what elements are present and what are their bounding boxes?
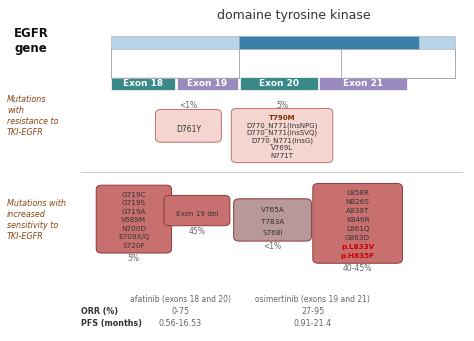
Text: 0.56-16.53: 0.56-16.53 <box>159 319 201 328</box>
Text: EGFR
gene: EGFR gene <box>14 27 49 55</box>
Text: T783A: T783A <box>261 219 284 225</box>
Bar <box>111 77 175 90</box>
Text: S720F: S720F <box>123 243 145 249</box>
Text: V689M: V689M <box>121 217 146 223</box>
Text: V769L: V769L <box>271 145 293 151</box>
Text: D770_N771(InsG): D770_N771(InsG) <box>251 137 313 144</box>
Text: G719A: G719A <box>122 209 146 215</box>
Text: <1%: <1% <box>179 101 197 110</box>
Text: G719C: G719C <box>122 192 146 198</box>
Text: A839T: A839T <box>346 208 369 214</box>
Text: T790M: T790M <box>269 115 295 120</box>
Text: 40-45%: 40-45% <box>343 264 372 273</box>
Text: K846R: K846R <box>346 217 369 223</box>
Text: Exon 21: Exon 21 <box>343 79 383 88</box>
Text: Mutations
with
resistance to
TKI-EGFR: Mutations with resistance to TKI-EGFR <box>7 95 59 137</box>
Text: Mutations with
increased
sensitivity to
TKI-EGFR: Mutations with increased sensitivity to … <box>7 199 66 241</box>
Text: 0.91-21.4: 0.91-21.4 <box>294 319 332 328</box>
Text: E709X/Q: E709X/Q <box>118 234 150 240</box>
FancyBboxPatch shape <box>155 109 221 142</box>
Bar <box>240 77 318 90</box>
Bar <box>111 36 239 49</box>
Text: N771T: N771T <box>271 153 293 159</box>
Bar <box>419 36 455 49</box>
Text: D761Y: D761Y <box>176 125 201 134</box>
Text: Exon 19 del: Exon 19 del <box>176 211 218 217</box>
FancyBboxPatch shape <box>234 199 311 241</box>
FancyBboxPatch shape <box>313 183 402 263</box>
Text: 45%: 45% <box>188 227 205 236</box>
FancyBboxPatch shape <box>231 108 333 163</box>
Text: ORR (%): ORR (%) <box>81 307 118 316</box>
Text: L858R: L858R <box>346 190 369 196</box>
Text: PFS (months): PFS (months) <box>81 319 142 328</box>
Text: <1%: <1% <box>264 242 282 251</box>
Text: osimertinib (exons 19 and 21): osimertinib (exons 19 and 21) <box>255 295 370 304</box>
Text: N700D: N700D <box>121 226 146 232</box>
Bar <box>319 77 407 90</box>
Text: p.L833V: p.L833V <box>341 244 374 250</box>
Text: 5%: 5% <box>276 101 288 110</box>
Text: 0-75: 0-75 <box>171 307 189 316</box>
Text: D770_N771(insSVQ): D770_N771(insSVQ) <box>246 130 318 136</box>
Text: Exon 19: Exon 19 <box>188 79 228 88</box>
Bar <box>177 77 238 90</box>
Text: domaine tyrosine kinase: domaine tyrosine kinase <box>217 9 371 21</box>
Text: Exon 18: Exon 18 <box>123 79 164 88</box>
Text: L861Q: L861Q <box>346 226 369 232</box>
Text: afatinib (exons 18 and 20): afatinib (exons 18 and 20) <box>129 295 231 304</box>
Text: D770_N771(insNPG): D770_N771(insNPG) <box>246 122 318 129</box>
Text: V765A: V765A <box>261 207 284 213</box>
Text: G863D: G863D <box>345 235 370 241</box>
FancyBboxPatch shape <box>96 185 172 253</box>
Text: N826S: N826S <box>346 199 370 205</box>
Text: G719S: G719S <box>122 200 146 206</box>
Text: p.H835F: p.H835F <box>341 253 374 259</box>
Text: S768I: S768I <box>262 230 283 236</box>
FancyBboxPatch shape <box>164 195 230 226</box>
Bar <box>239 36 419 49</box>
Text: Exon 20: Exon 20 <box>259 79 299 88</box>
Text: 27-95: 27-95 <box>301 307 325 316</box>
Text: 5%: 5% <box>128 254 140 263</box>
